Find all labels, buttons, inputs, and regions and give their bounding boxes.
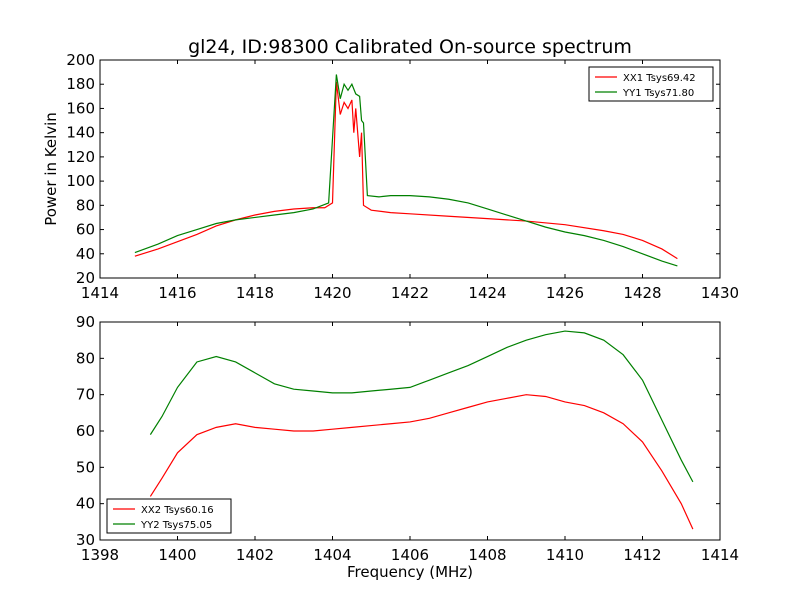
bottom-y-tick-label: 90 bbox=[76, 313, 95, 331]
top-y-tick-label: 80 bbox=[76, 196, 95, 214]
bottom-series-line-2 bbox=[149, 330, 694, 483]
top-x-tick-label: 1416 bbox=[158, 284, 196, 302]
bottom-y-tick-label: 50 bbox=[76, 458, 95, 476]
top-x-tick-label: 1420 bbox=[313, 284, 351, 302]
bottom-x-tick-label: 1406 bbox=[391, 546, 429, 564]
top-series-line-1 bbox=[134, 81, 678, 260]
bottom-y-tick-label: 60 bbox=[76, 422, 95, 440]
bottom-y-tick-label: 40 bbox=[76, 495, 95, 513]
top-x-tick-label: 1422 bbox=[391, 284, 429, 302]
top-legend-label-1: XX1 Tsys69.42 bbox=[623, 73, 696, 84]
bottom-legend-box bbox=[106, 498, 232, 534]
chart-title: gl24, ID:98300 Calibrated On-source spec… bbox=[188, 36, 632, 58]
top-legend: XX1 Tsys69.42 YY1 Tsys71.80 bbox=[588, 66, 714, 102]
bottom-x-tick-label: 1400 bbox=[158, 546, 196, 564]
bottom-x-tick-label: 1408 bbox=[468, 546, 506, 564]
top-y-tick-label: 120 bbox=[66, 148, 95, 166]
top-x-tick-label: 1428 bbox=[623, 284, 661, 302]
top-x-tick-label: 1430 bbox=[701, 284, 739, 302]
top-x-tick-label: 1414 bbox=[81, 284, 119, 302]
top-y-tick-label: 140 bbox=[66, 124, 95, 142]
top-y-tick-label: 60 bbox=[76, 221, 95, 239]
top-y-tick-label: 200 bbox=[66, 51, 95, 69]
top-x-tick-label: 1418 bbox=[236, 284, 274, 302]
bottom-x-axis-label: Frequency (MHz) bbox=[347, 563, 473, 581]
top-y-axis-label: Power in Kelvin bbox=[42, 112, 60, 226]
top-legend-box bbox=[588, 66, 714, 102]
top-y-tick-label: 100 bbox=[66, 172, 95, 190]
bottom-y-tick-label: 30 bbox=[76, 531, 95, 549]
bottom-chart-panel: 1398 1400 1402 1404 1406 1408 1410 1412 1414 30 40… bbox=[76, 313, 739, 564]
bottom-y-tick-label: 70 bbox=[76, 386, 95, 404]
bottom-x-tick-label: 1398 bbox=[81, 546, 119, 564]
bottom-legend: XX2 Tsys60.16 YY2 Tsys75.05 bbox=[106, 498, 232, 534]
top-legend-label-2: YY1 Tsys71.80 bbox=[622, 88, 694, 99]
bottom-x-tick-label: 1414 bbox=[701, 546, 739, 564]
top-series-line-2 bbox=[134, 74, 678, 267]
top-y-tick-label: 160 bbox=[66, 99, 95, 117]
top-x-tick-label: 1426 bbox=[546, 284, 584, 302]
top-y-tick-label: 40 bbox=[76, 245, 95, 263]
bottom-x-tick-label: 1402 bbox=[236, 546, 274, 564]
top-y-tick-label: 180 bbox=[66, 75, 95, 93]
top-y-tick-label: 20 bbox=[76, 269, 95, 287]
bottom-x-tick-label: 1412 bbox=[623, 546, 661, 564]
bottom-legend-label-1: XX2 Tsys60.16 bbox=[141, 505, 214, 516]
bottom-legend-label-2: YY2 Tsys75.05 bbox=[140, 520, 212, 531]
bottom-series-line-1 bbox=[149, 394, 694, 530]
bottom-x-tick-label: 1404 bbox=[313, 546, 351, 564]
top-chart-panel: 1414 1416 1418 1420 1422 1424 1426 1428 1430 20 40… bbox=[66, 51, 739, 302]
top-x-tick-label: 1424 bbox=[468, 284, 506, 302]
bottom-y-tick-label: 80 bbox=[76, 349, 95, 367]
bottom-x-tick-label: 1410 bbox=[546, 546, 584, 564]
